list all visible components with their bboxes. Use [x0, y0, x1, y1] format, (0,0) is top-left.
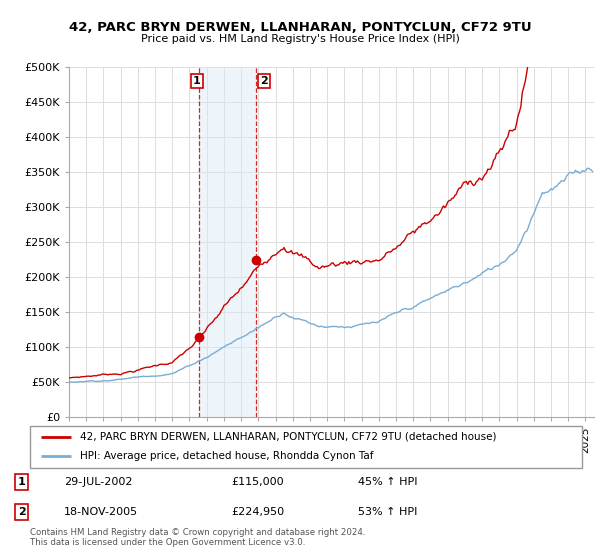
Text: 1: 1: [193, 76, 200, 86]
Text: 18-NOV-2005: 18-NOV-2005: [64, 507, 138, 517]
Text: 29-JUL-2002: 29-JUL-2002: [64, 477, 133, 487]
Bar: [199, 67, 256, 417]
Text: Price paid vs. HM Land Registry's House Price Index (HPI): Price paid vs. HM Land Registry's House …: [140, 34, 460, 44]
Text: £224,950: £224,950: [231, 507, 284, 517]
Text: 42, PARC BRYN DERWEN, LLANHARAN, PONTYCLUN, CF72 9TU: 42, PARC BRYN DERWEN, LLANHARAN, PONTYCL…: [68, 21, 532, 34]
Text: 2: 2: [18, 507, 26, 517]
Text: 53% ↑ HPI: 53% ↑ HPI: [358, 507, 417, 517]
Text: Contains HM Land Registry data © Crown copyright and database right 2024.
This d: Contains HM Land Registry data © Crown c…: [30, 528, 365, 547]
Text: 45% ↑ HPI: 45% ↑ HPI: [358, 477, 417, 487]
Text: 1: 1: [18, 477, 26, 487]
Text: HPI: Average price, detached house, Rhondda Cynon Taf: HPI: Average price, detached house, Rhon…: [80, 451, 373, 461]
Text: £115,000: £115,000: [231, 477, 284, 487]
Text: 42, PARC BRYN DERWEN, LLANHARAN, PONTYCLUN, CF72 9TU (detached house): 42, PARC BRYN DERWEN, LLANHARAN, PONTYCL…: [80, 432, 496, 442]
Text: 2: 2: [260, 76, 268, 86]
